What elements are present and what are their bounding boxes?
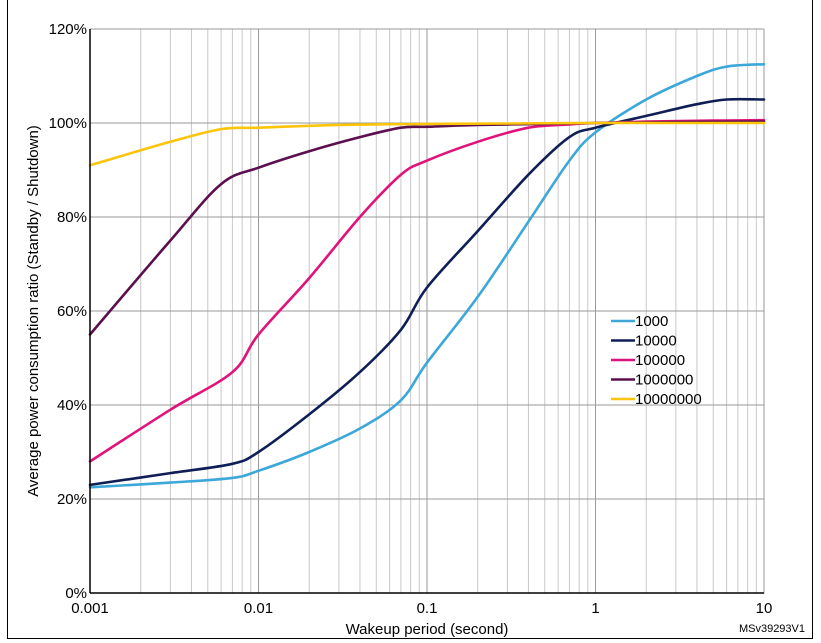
legend-item: 10000000 [611,391,702,408]
legend-label: 10000 [635,333,677,350]
y-tick-label: 120% [49,21,87,38]
x-tick-label: 1 [591,600,599,617]
y-tick-label: 100% [49,115,87,132]
y-tick-label: 40% [57,397,87,414]
y-tick-label: 0% [65,585,87,602]
x-tick-label: 10 [756,600,773,617]
legend-label: 10000000 [635,391,702,408]
x-axis-label: Wakeup period (second) [346,621,509,638]
legend: 1000 10000 100000 1000000 10000000 [611,313,702,408]
y-tick-label: 80% [57,209,87,226]
legend-label: 1000 [635,313,668,330]
legend-label: 100000 [635,352,685,369]
legend-item: 10000 [611,333,677,350]
y-axis-label: Average power consumption ratio (Standby… [25,125,42,497]
axes [89,29,764,594]
series-line-1000 [88,63,766,489]
series-line-10000000 [88,121,766,167]
x-tick-labels: 0.001 0.01 0.1 1 10 [71,600,772,617]
x-tick-label: 0.001 [71,600,109,617]
series-line-10000 [88,97,766,487]
figure-frame [7,0,813,639]
legend-item: 100000 [611,352,685,369]
y-tick-label: 60% [57,303,87,320]
y-tick-labels: 0% 20% 40% 60% 80% 100% 120% [49,21,87,602]
legend-item: 1000 [611,313,668,330]
legend-label: 1000000 [635,372,693,389]
y-tick-label: 20% [57,491,87,508]
series-lines [88,63,766,489]
legend-item: 1000000 [611,372,693,389]
x-tick-label: 0.01 [244,600,273,617]
x-tick-label: 0.1 [417,600,438,617]
figure-id: MSv39293V1 [739,623,805,635]
